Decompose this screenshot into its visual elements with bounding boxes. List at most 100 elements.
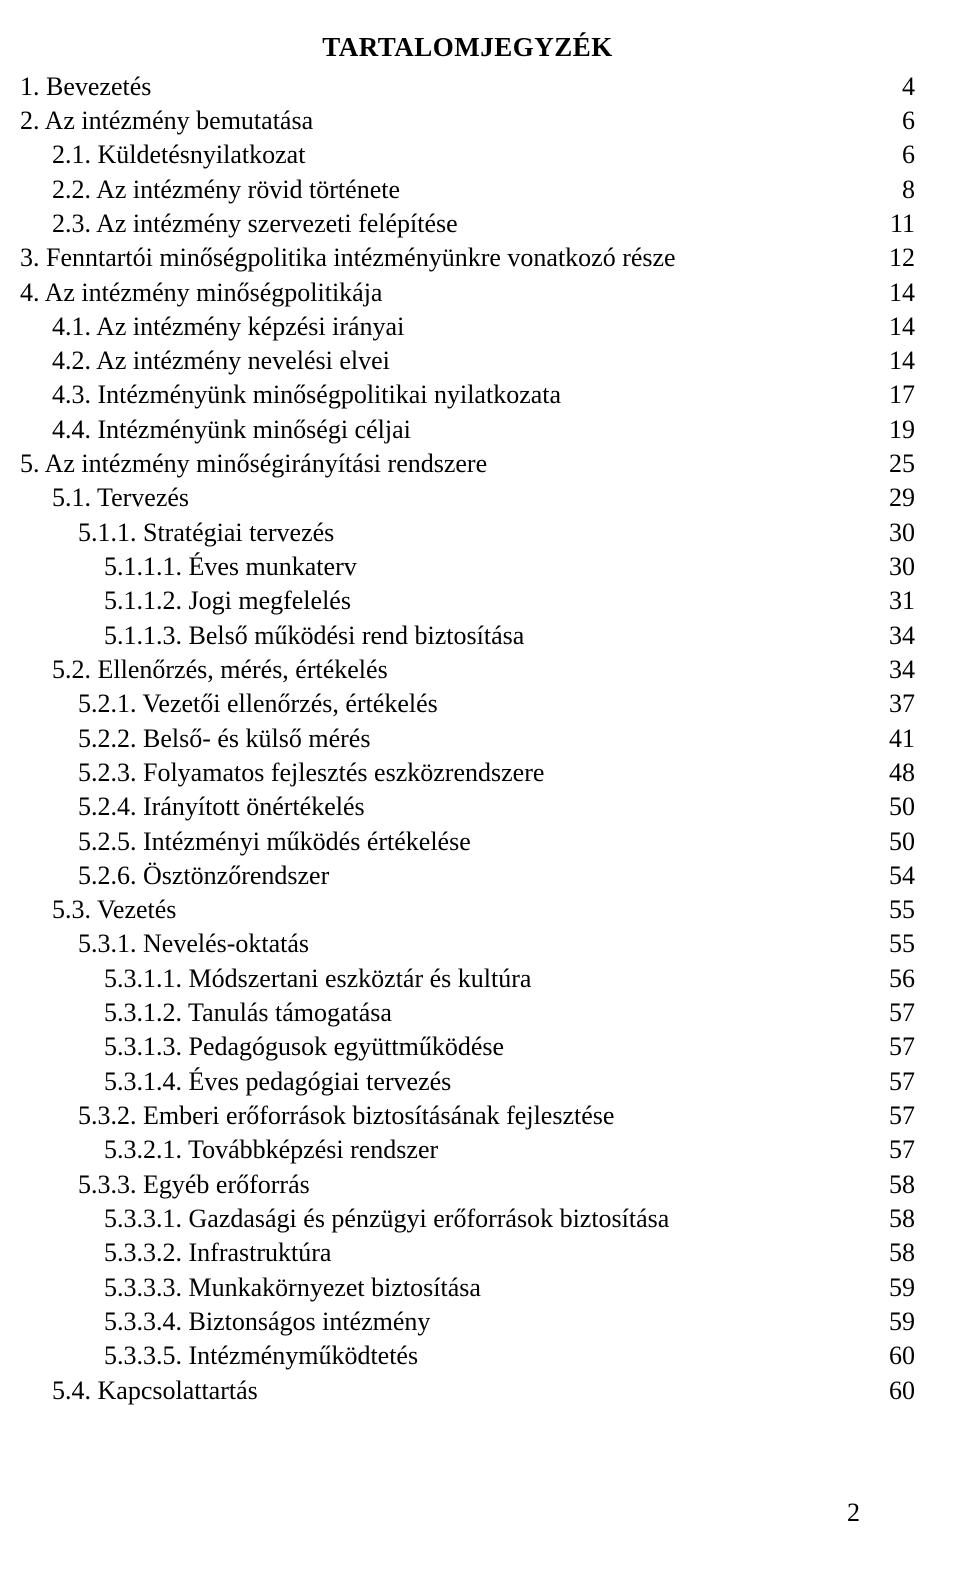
toc-entry-page: 59 xyxy=(865,1305,915,1339)
toc-entry-page: 25 xyxy=(865,447,915,481)
toc-entry-label: 5.3.3.4. Biztonságos intézmény xyxy=(104,1305,865,1339)
toc-entry-label: 3. Fenntartói minőségpolitika intézményü… xyxy=(20,241,865,275)
toc-entry-page: 6 xyxy=(865,138,915,172)
toc-entry-label: 5.3.1.3. Pedagógusok együttműködése xyxy=(104,1030,865,1064)
toc-row: 5.1.1.2. Jogi megfelelés31 xyxy=(20,584,915,618)
toc-entry-label: 4.1. Az intézmény képzési irányai xyxy=(52,310,865,344)
toc-row: 5.2.6. Ösztönzőrendszer54 xyxy=(20,859,915,893)
toc-entry-label: 5.3.1. Nevelés-oktatás xyxy=(78,927,865,961)
toc-entry-page: 60 xyxy=(865,1339,915,1373)
toc-entry-label: 4. Az intézmény minőségpolitikája xyxy=(20,276,865,310)
toc-container: TARTALOMJEGYZÉK 1. Bevezetés42. Az intéz… xyxy=(20,30,915,1550)
toc-entry-label: 2.3. Az intézmény szervezeti felépítése xyxy=(52,207,865,241)
toc-entry-page: 12 xyxy=(865,241,915,275)
toc-row: 5.2.1. Vezetői ellenőrzés, értékelés37 xyxy=(20,687,915,721)
toc-entry-label: 5.3.1.4. Éves pedagógiai tervezés xyxy=(104,1065,865,1099)
toc-row: 2.1. Küldetésnyilatkozat6 xyxy=(20,138,915,172)
toc-row: 5.3.1.2. Tanulás támogatása57 xyxy=(20,996,915,1030)
toc-entry-label: 5.1.1.3. Belső működési rend biztosítása xyxy=(104,619,865,653)
toc-row: 5.1. Tervezés29 xyxy=(20,481,915,515)
toc-entry-label: 5.3. Vezetés xyxy=(52,893,865,927)
toc-row: 5.3.1.4. Éves pedagógiai tervezés57 xyxy=(20,1065,915,1099)
toc-entry-page: 50 xyxy=(865,790,915,824)
toc-entry-page: 41 xyxy=(865,722,915,756)
toc-row: 5.3.1.3. Pedagógusok együttműködése57 xyxy=(20,1030,915,1064)
toc-entry-label: 5. Az intézmény minőségirányítási rendsz… xyxy=(20,447,865,481)
toc-entry-page: 8 xyxy=(865,173,915,207)
toc-row: 4.1. Az intézmény képzési irányai14 xyxy=(20,310,915,344)
toc-entry-label: 5.4. Kapcsolattartás xyxy=(52,1374,865,1408)
toc-row: 4.3. Intézményünk minőségpolitikai nyila… xyxy=(20,378,915,412)
toc-entry-label: 5.3.3.5. Intézményműködtetés xyxy=(104,1339,865,1373)
toc-title: TARTALOMJEGYZÉK xyxy=(20,30,915,66)
toc-row: 5.1.1.3. Belső működési rend biztosítása… xyxy=(20,619,915,653)
toc-entry-page: 50 xyxy=(865,825,915,859)
toc-row: 5.1.1. Stratégiai tervezés30 xyxy=(20,516,915,550)
toc-entry-label: 5.1.1.2. Jogi megfelelés xyxy=(104,584,865,618)
toc-entry-page: 11 xyxy=(865,207,915,241)
toc-entry-label: 2. Az intézmény bemutatása xyxy=(20,104,865,138)
toc-entry-page: 58 xyxy=(865,1236,915,1270)
toc-entry-page: 34 xyxy=(865,653,915,687)
toc-entry-label: 5.3.1.2. Tanulás támogatása xyxy=(104,996,865,1030)
toc-entry-page: 30 xyxy=(865,516,915,550)
toc-entry-page: 31 xyxy=(865,584,915,618)
toc-entry-page: 37 xyxy=(865,687,915,721)
toc-row: 5.4. Kapcsolattartás60 xyxy=(20,1374,915,1408)
toc-entry-label: 5.2.3. Folyamatos fejlesztés eszközrends… xyxy=(78,756,865,790)
toc-entry-page: 56 xyxy=(865,962,915,996)
toc-entry-page: 58 xyxy=(865,1168,915,1202)
toc-row: 1. Bevezetés4 xyxy=(20,70,915,104)
toc-entry-page: 34 xyxy=(865,619,915,653)
toc-entry-label: 5.2.2. Belső- és külső mérés xyxy=(78,722,865,756)
toc-entry-page: 54 xyxy=(865,859,915,893)
toc-entry-label: 5.3.2. Emberi erőforrások biztosításának… xyxy=(78,1099,865,1133)
toc-row: 5.3.1.1. Módszertani eszköztár és kultúr… xyxy=(20,962,915,996)
toc-entry-page: 17 xyxy=(865,378,915,412)
toc-entry-label: 5.3.3.2. Infrastruktúra xyxy=(104,1236,865,1270)
toc-row: 5.1.1.1. Éves munkaterv30 xyxy=(20,550,915,584)
toc-entry-page: 57 xyxy=(865,1099,915,1133)
toc-entry-page: 57 xyxy=(865,1030,915,1064)
toc-entry-label: 5.2. Ellenőrzés, mérés, értékelés xyxy=(52,653,865,687)
toc-list: 1. Bevezetés42. Az intézmény bemutatása6… xyxy=(20,70,915,1408)
toc-entry-page: 6 xyxy=(865,104,915,138)
toc-entry-page: 57 xyxy=(865,1065,915,1099)
toc-entry-page: 48 xyxy=(865,756,915,790)
toc-row: 4.2. Az intézmény nevelési elvei14 xyxy=(20,344,915,378)
toc-entry-page: 30 xyxy=(865,550,915,584)
toc-entry-label: 1. Bevezetés xyxy=(20,70,865,104)
toc-row: 4.4. Intézményünk minőségi céljai19 xyxy=(20,413,915,447)
toc-entry-page: 58 xyxy=(865,1202,915,1236)
toc-entry-page: 14 xyxy=(865,276,915,310)
toc-entry-label: 4.2. Az intézmény nevelési elvei xyxy=(52,344,865,378)
toc-row: 5.2.3. Folyamatos fejlesztés eszközrends… xyxy=(20,756,915,790)
toc-row: 2.3. Az intézmény szervezeti felépítése1… xyxy=(20,207,915,241)
toc-row: 5.3.3. Egyéb erőforrás58 xyxy=(20,1168,915,1202)
toc-row: 5.3.3.2. Infrastruktúra58 xyxy=(20,1236,915,1270)
toc-entry-page: 55 xyxy=(865,927,915,961)
toc-row: 2. Az intézmény bemutatása6 xyxy=(20,104,915,138)
toc-entry-label: 5.1. Tervezés xyxy=(52,481,865,515)
toc-entry-page: 4 xyxy=(865,70,915,104)
toc-entry-label: 5.3.1.1. Módszertani eszköztár és kultúr… xyxy=(104,962,865,996)
toc-row: 5.2.2. Belső- és külső mérés41 xyxy=(20,722,915,756)
toc-entry-label: 2.2. Az intézmény rövid története xyxy=(52,173,865,207)
toc-entry-label: 5.2.5. Intézményi működés értékelése xyxy=(78,825,865,859)
toc-entry-label: 5.2.1. Vezetői ellenőrzés, értékelés xyxy=(78,687,865,721)
toc-entry-page: 55 xyxy=(865,893,915,927)
toc-entry-label: 5.3.3.1. Gazdasági és pénzügyi erőforrás… xyxy=(104,1202,865,1236)
toc-entry-page: 57 xyxy=(865,1133,915,1167)
toc-row: 5.3.2. Emberi erőforrások biztosításának… xyxy=(20,1099,915,1133)
toc-entry-page: 57 xyxy=(865,996,915,1030)
toc-entry-label: 4.4. Intézményünk minőségi céljai xyxy=(52,413,865,447)
toc-row: 5.3.3.3. Munkakörnyezet biztosítása59 xyxy=(20,1271,915,1305)
toc-entry-label: 4.3. Intézményünk minőségpolitikai nyila… xyxy=(52,378,865,412)
toc-entry-label: 5.3.3. Egyéb erőforrás xyxy=(78,1168,865,1202)
toc-entry-label: 5.3.2.1. Továbbképzési rendszer xyxy=(104,1133,865,1167)
toc-entry-label: 5.2.4. Irányított önértékelés xyxy=(78,790,865,824)
toc-row: 5.3.2.1. Továbbképzési rendszer57 xyxy=(20,1133,915,1167)
toc-entry-page: 14 xyxy=(865,344,915,378)
toc-entry-label: 5.3.3.3. Munkakörnyezet biztosítása xyxy=(104,1271,865,1305)
toc-row: 5.2. Ellenőrzés, mérés, értékelés34 xyxy=(20,653,915,687)
